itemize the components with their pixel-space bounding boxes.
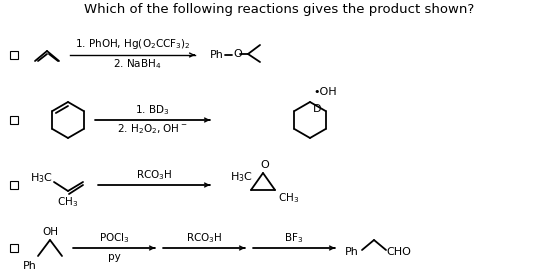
- Text: OH: OH: [42, 227, 58, 237]
- Bar: [10, 116, 18, 124]
- Text: CH$_3$: CH$_3$: [58, 195, 79, 209]
- Text: RCO$_3$H: RCO$_3$H: [136, 168, 172, 182]
- Text: POCl$_3$: POCl$_3$: [98, 231, 129, 245]
- Text: 1. BD$_3$: 1. BD$_3$: [135, 103, 170, 117]
- Text: BF$_3$: BF$_3$: [285, 231, 304, 245]
- Text: H$_3$C: H$_3$C: [30, 171, 53, 185]
- Text: Which of the following reactions gives the product shown?: Which of the following reactions gives t…: [84, 4, 474, 16]
- Text: Ph: Ph: [345, 247, 359, 257]
- Text: Ph: Ph: [210, 50, 224, 60]
- Text: O: O: [260, 160, 269, 170]
- Text: 2. H$_2$O$_2$, OH$^-$: 2. H$_2$O$_2$, OH$^-$: [117, 122, 188, 136]
- Bar: [10, 181, 18, 189]
- Text: CHO: CHO: [386, 247, 411, 257]
- Text: 2. NaBH$_4$: 2. NaBH$_4$: [113, 57, 162, 71]
- Text: Ph: Ph: [23, 261, 37, 271]
- Text: RCO$_3$H: RCO$_3$H: [186, 231, 222, 245]
- Text: •OH: •OH: [313, 87, 337, 97]
- Text: D: D: [313, 104, 321, 114]
- Text: py: py: [108, 252, 120, 262]
- Text: O: O: [233, 49, 241, 59]
- Text: 1. PhOH, Hg(O$_2$CCF$_3$)$_2$: 1. PhOH, Hg(O$_2$CCF$_3$)$_2$: [75, 37, 191, 51]
- Bar: [10, 51, 18, 59]
- Text: CH$_3$: CH$_3$: [278, 191, 299, 205]
- Text: H$_3$C: H$_3$C: [230, 170, 253, 184]
- Bar: [10, 244, 18, 252]
